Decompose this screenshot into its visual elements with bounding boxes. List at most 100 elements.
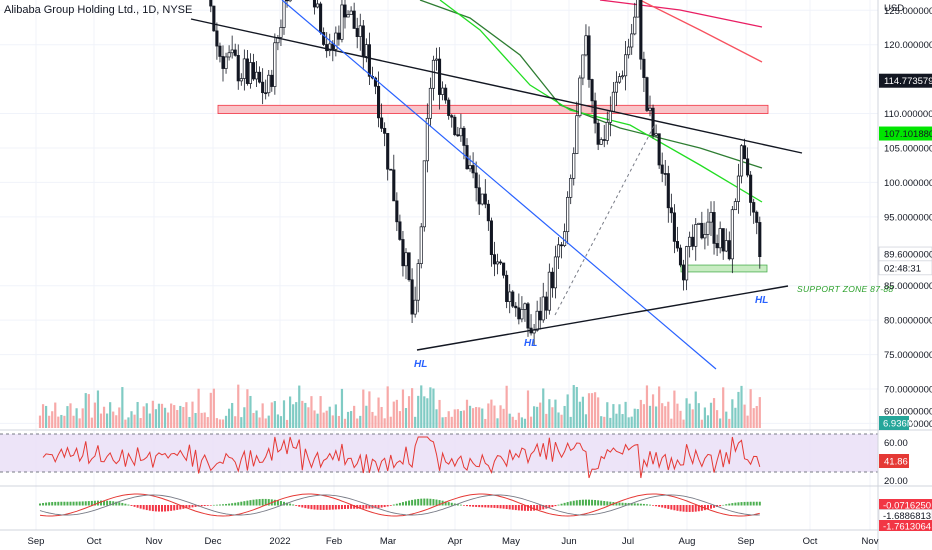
macd-tag-label: -1.6886813: [883, 511, 931, 522]
candle-body: [639, 0, 643, 60]
volume-bar: [185, 402, 188, 428]
volume-bar: [734, 407, 737, 428]
price-tick-label: 70.0000000: [884, 385, 932, 396]
hl-annotation: HL: [755, 295, 768, 306]
macd-histogram-bar: [740, 502, 743, 506]
candle-body: [398, 221, 402, 240]
moving-average-line: [419, 0, 763, 169]
candle-body: [749, 174, 753, 203]
macd-histogram-bar: [459, 504, 462, 506]
volume-bar: [362, 389, 365, 428]
candle-body: [709, 212, 713, 223]
candle-body: [328, 43, 332, 52]
volume-bar: [398, 411, 401, 428]
macd-histogram-bar: [661, 505, 664, 508]
volume-bar: [618, 404, 621, 428]
candle-body: [349, 10, 353, 15]
candle-body: [526, 303, 530, 329]
volume-bar: [118, 407, 121, 428]
candle-body: [425, 117, 429, 162]
candle-body: [352, 10, 356, 29]
volume-bar: [572, 385, 575, 428]
macd-histogram-bar: [426, 498, 429, 506]
volume-bar: [758, 397, 761, 428]
macd-histogram-bar: [84, 501, 87, 506]
volume-bar: [228, 408, 231, 428]
volume-bar: [612, 404, 615, 428]
macd-histogram-bar: [340, 505, 343, 510]
volume-bar: [365, 405, 368, 428]
macd-histogram-bar: [389, 505, 392, 506]
volume-bar: [157, 403, 161, 428]
candle-body: [416, 263, 420, 301]
volume-bar: [243, 407, 246, 428]
volume-bar: [526, 390, 530, 428]
volume-bar: [285, 419, 289, 428]
macd-histogram-bar: [203, 505, 206, 507]
macd-histogram-bar: [728, 503, 731, 506]
macd-histogram-bar: [109, 500, 112, 506]
volume-bar: [209, 392, 212, 428]
volume-bar: [255, 410, 258, 428]
volume-bar: [505, 385, 508, 428]
candle-body: [489, 220, 493, 255]
time-tick-label: Mar: [380, 536, 396, 547]
volume-bar: [51, 411, 54, 428]
candle-body: [380, 117, 384, 129]
volume-bar: [316, 413, 319, 428]
volume-bar: [170, 403, 173, 428]
candle-body: [511, 291, 515, 307]
candle-body: [248, 62, 253, 84]
volume-bar: [636, 409, 639, 428]
volume-bar: [279, 416, 283, 428]
volume-bar: [124, 419, 127, 428]
candle-body: [538, 310, 542, 321]
volume-bar: [282, 400, 286, 428]
price-tick-label: 105.0000000: [884, 143, 932, 154]
candle-body: [337, 32, 341, 40]
macd-histogram-bar: [218, 504, 221, 506]
volume-bar: [755, 406, 758, 428]
macd-histogram-bar: [615, 502, 618, 506]
candle-body: [224, 56, 228, 69]
macd-histogram-bar: [594, 500, 597, 506]
volume-bar: [420, 385, 423, 428]
volume-bar: [90, 417, 93, 428]
time-tick-label: Oct: [87, 536, 102, 547]
volume-bar: [502, 408, 505, 428]
macd-histogram-bar: [377, 505, 380, 508]
volume-bar: [633, 408, 636, 428]
macd-histogram-bar: [353, 505, 356, 509]
price-tick-label: 100.0000000: [884, 178, 932, 189]
price-tick-label: 120.0000000: [884, 40, 932, 51]
macd-histogram-bar: [283, 501, 285, 506]
macd-histogram-bar: [261, 498, 264, 506]
macd-histogram-bar: [493, 505, 496, 508]
macd-histogram-bar: [636, 503, 639, 506]
volume-bar: [109, 402, 112, 428]
macd-histogram-bar: [469, 505, 472, 507]
macd-histogram-bar: [414, 499, 417, 506]
volume-bar: [487, 403, 490, 428]
candle-body: [395, 200, 399, 223]
volume-bar: [273, 401, 276, 428]
volume-bars: [38, 384, 761, 428]
macd-histogram-bar: [539, 505, 542, 510]
candle-body: [215, 30, 219, 47]
candle-body: [642, 58, 646, 78]
candle-body: [502, 262, 506, 276]
volume-bar: [407, 396, 411, 428]
macd-histogram-bar: [618, 502, 621, 506]
candle-body: [255, 71, 259, 80]
volume-bar: [517, 412, 520, 428]
price-tick-label: 80.0000000: [884, 316, 932, 327]
macd-histogram-bar: [584, 499, 587, 506]
candle-body: [624, 54, 628, 77]
volume-bar: [511, 416, 514, 428]
candle-body: [358, 25, 362, 37]
volume-bar: [203, 412, 206, 428]
volume-bar: [566, 394, 569, 428]
macd-histogram-bar: [725, 504, 728, 506]
macd-histogram-bar: [581, 499, 584, 506]
